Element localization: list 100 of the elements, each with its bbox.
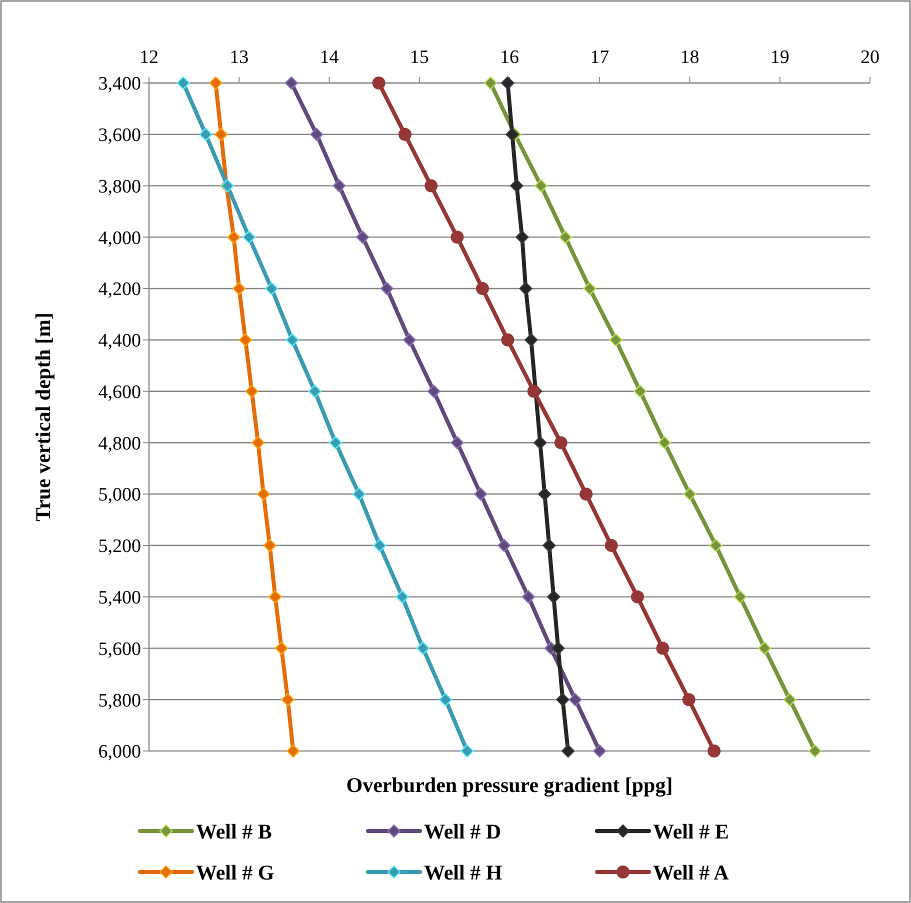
legend-label: Well # B — [196, 819, 272, 844]
point — [634, 384, 647, 398]
point — [501, 333, 514, 346]
legend-label: Well # H — [424, 860, 502, 884]
point — [519, 282, 532, 296]
point — [476, 282, 489, 296]
point — [274, 642, 288, 655]
y-tick-label: 3,600 — [98, 125, 141, 146]
point — [604, 538, 618, 552]
point — [561, 744, 575, 758]
point — [524, 333, 538, 347]
y-tick-label: 4,800 — [98, 433, 141, 454]
point — [380, 282, 394, 296]
point — [416, 642, 430, 655]
y-tick-label: 4,600 — [98, 382, 141, 403]
x-tick-label: 19 — [770, 47, 790, 68]
legend-label: Well # E — [653, 819, 729, 844]
point — [580, 488, 593, 501]
point — [538, 487, 552, 501]
y-tick-label: 5,200 — [98, 536, 141, 558]
point — [568, 693, 582, 706]
point — [547, 590, 560, 604]
x-tick-label: 12 — [140, 47, 158, 68]
point — [682, 693, 696, 706]
point — [758, 642, 772, 655]
point — [656, 642, 670, 655]
point — [534, 179, 548, 192]
point — [734, 590, 747, 604]
point — [497, 538, 511, 552]
point — [372, 76, 386, 90]
point — [474, 487, 488, 501]
point — [286, 333, 299, 347]
x-tick-label: 15 — [410, 47, 429, 68]
point — [281, 693, 294, 706]
point — [501, 76, 514, 90]
point — [534, 436, 547, 450]
point — [556, 693, 570, 706]
point — [460, 744, 474, 758]
point — [268, 590, 282, 604]
point — [783, 693, 796, 706]
point — [522, 590, 536, 604]
point — [356, 230, 370, 244]
y-tick-label: 5,800 — [98, 690, 141, 712]
point — [708, 744, 721, 758]
point — [427, 384, 440, 398]
point — [506, 128, 519, 141]
y-tick-label: 4,400 — [98, 330, 141, 352]
legend-label: Well # G — [196, 860, 274, 884]
point — [516, 230, 529, 244]
point — [176, 76, 190, 90]
point — [227, 230, 240, 244]
point — [328, 436, 342, 450]
point — [450, 230, 464, 244]
point — [542, 538, 556, 552]
point — [284, 76, 298, 90]
point — [510, 179, 524, 192]
point — [396, 590, 409, 604]
point — [310, 128, 324, 141]
point — [209, 76, 222, 90]
x-tick-label: 14 — [320, 47, 340, 68]
point — [609, 333, 622, 347]
x-tick-label: 16 — [500, 47, 519, 68]
x-tick-label: 17 — [590, 47, 610, 68]
x-tick-label: 13 — [230, 47, 249, 68]
y-tick-label: 5,400 — [98, 587, 141, 608]
point — [242, 230, 256, 244]
y-tick-label: 6,000 — [98, 742, 141, 763]
x-tick-label: 18 — [680, 47, 700, 68]
point — [438, 693, 452, 706]
y-tick-label: 5,600 — [98, 638, 141, 660]
point — [450, 436, 464, 450]
legend-label: Well # A — [653, 860, 730, 884]
legend-label: Well # D — [424, 819, 501, 844]
point — [373, 538, 386, 552]
y-tick-label: 5,000 — [98, 484, 141, 506]
point — [808, 744, 822, 758]
point — [264, 282, 278, 296]
point — [630, 590, 644, 604]
point — [232, 282, 246, 296]
point — [554, 436, 568, 450]
y-tick-label: 3,400 — [98, 74, 141, 95]
point — [402, 333, 416, 347]
point — [263, 538, 276, 552]
point — [658, 436, 672, 450]
point — [683, 487, 696, 501]
point — [709, 538, 722, 552]
y-tick-label: 4,200 — [98, 279, 141, 300]
point — [352, 487, 366, 501]
point — [484, 76, 498, 90]
point — [424, 179, 438, 192]
point — [199, 128, 212, 141]
y-axis-title: True vertical depth [m] — [31, 312, 55, 522]
point — [593, 744, 606, 758]
x-tick-label: 20 — [860, 47, 880, 68]
y-tick-label: 3,800 — [98, 176, 141, 198]
point — [214, 128, 228, 141]
point — [238, 333, 252, 347]
point — [332, 179, 346, 192]
point — [286, 744, 300, 758]
point — [308, 384, 322, 398]
